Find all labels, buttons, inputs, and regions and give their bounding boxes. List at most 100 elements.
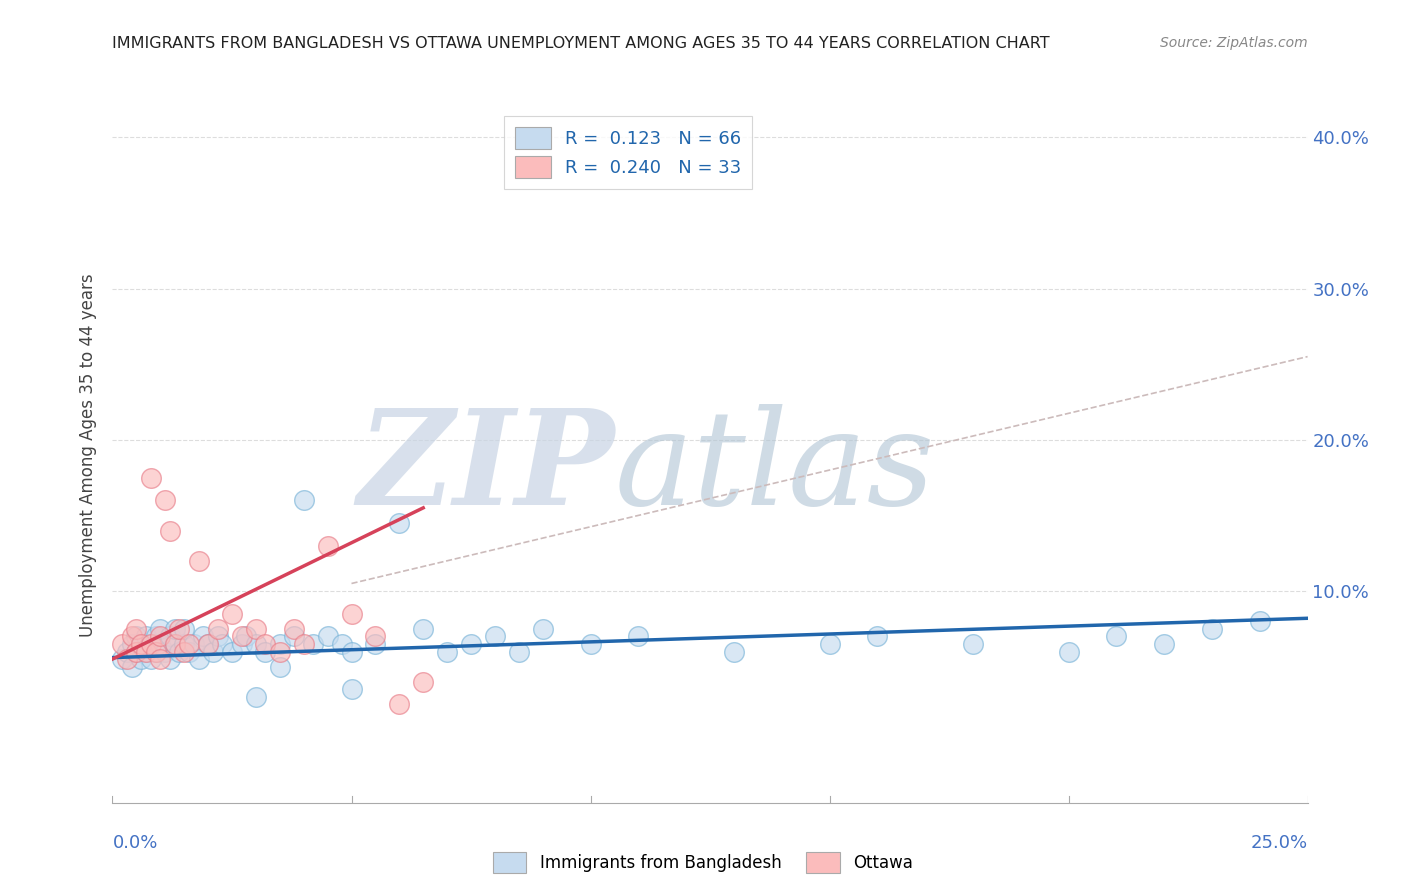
Legend: R =  0.123   N = 66, R =  0.240   N = 33: R = 0.123 N = 66, R = 0.240 N = 33 — [503, 116, 752, 189]
Point — [159, 524, 181, 538]
Point — [187, 652, 209, 666]
Point — [1201, 622, 1223, 636]
Point — [125, 629, 148, 643]
Point — [177, 644, 200, 658]
Point — [254, 637, 277, 651]
Point — [197, 637, 219, 651]
Point — [1249, 615, 1271, 629]
Point — [197, 637, 219, 651]
Point — [201, 644, 224, 658]
Point — [193, 629, 215, 643]
Point — [169, 622, 191, 636]
Point — [302, 637, 325, 651]
Point — [1153, 637, 1175, 651]
Point — [231, 637, 253, 651]
Point — [388, 516, 411, 530]
Point — [627, 629, 650, 643]
Point — [364, 637, 387, 651]
Point — [269, 659, 291, 673]
Point — [177, 637, 200, 651]
Point — [235, 629, 257, 643]
Point — [149, 622, 172, 636]
Point — [231, 629, 253, 643]
Point — [245, 637, 267, 651]
Point — [340, 682, 363, 697]
Text: 25.0%: 25.0% — [1250, 834, 1308, 852]
Point — [245, 690, 267, 704]
Point — [508, 644, 530, 658]
Point — [153, 644, 176, 658]
Point — [269, 637, 291, 651]
Point — [187, 554, 209, 568]
Point — [211, 637, 233, 651]
Point — [121, 637, 143, 651]
Point — [163, 637, 186, 651]
Text: ZIP: ZIP — [357, 404, 614, 533]
Point — [163, 637, 186, 651]
Point — [173, 622, 195, 636]
Point — [460, 637, 482, 651]
Point — [436, 644, 458, 658]
Point — [135, 629, 157, 643]
Point — [115, 652, 138, 666]
Point — [125, 622, 148, 636]
Point — [818, 637, 841, 651]
Point — [169, 644, 191, 658]
Text: atlas: atlas — [614, 404, 935, 533]
Point — [183, 637, 205, 651]
Point — [111, 637, 134, 651]
Point — [129, 637, 152, 651]
Point — [283, 629, 305, 643]
Point — [316, 539, 339, 553]
Point — [330, 637, 353, 651]
Point — [245, 622, 267, 636]
Point — [145, 644, 167, 658]
Point — [149, 629, 172, 643]
Point — [149, 652, 172, 666]
Point — [292, 637, 315, 651]
Point — [221, 607, 243, 621]
Point — [340, 644, 363, 658]
Point — [111, 652, 134, 666]
Point — [412, 674, 434, 689]
Point — [145, 629, 167, 643]
Point — [159, 629, 181, 643]
Text: 0.0%: 0.0% — [112, 834, 157, 852]
Point — [866, 629, 889, 643]
Text: Source: ZipAtlas.com: Source: ZipAtlas.com — [1160, 36, 1308, 50]
Point — [149, 637, 172, 651]
Point — [139, 637, 162, 651]
Point — [129, 652, 152, 666]
Point — [292, 493, 315, 508]
Point — [173, 637, 195, 651]
Text: IMMIGRANTS FROM BANGLADESH VS OTTAWA UNEMPLOYMENT AMONG AGES 35 TO 44 YEARS CORR: IMMIGRANTS FROM BANGLADESH VS OTTAWA UNE… — [112, 36, 1050, 51]
Point — [221, 644, 243, 658]
Y-axis label: Unemployment Among Ages 35 to 44 years: Unemployment Among Ages 35 to 44 years — [79, 273, 97, 637]
Point — [364, 629, 387, 643]
Legend: Immigrants from Bangladesh, Ottawa: Immigrants from Bangladesh, Ottawa — [486, 846, 920, 880]
Point — [579, 637, 602, 651]
Point — [723, 644, 745, 658]
Point — [121, 659, 143, 673]
Point — [531, 622, 554, 636]
Point — [283, 622, 305, 636]
Point — [153, 493, 176, 508]
Point — [163, 622, 186, 636]
Point — [145, 644, 167, 658]
Point — [412, 622, 434, 636]
Point — [139, 652, 162, 666]
Point — [254, 644, 277, 658]
Point — [125, 644, 148, 658]
Point — [1057, 644, 1080, 658]
Point — [135, 644, 157, 658]
Point — [207, 629, 229, 643]
Point — [340, 607, 363, 621]
Point — [129, 637, 152, 651]
Point — [962, 637, 984, 651]
Point — [139, 470, 162, 484]
Point — [1105, 629, 1128, 643]
Point — [139, 637, 162, 651]
Point — [484, 629, 506, 643]
Point — [173, 644, 195, 658]
Point — [159, 652, 181, 666]
